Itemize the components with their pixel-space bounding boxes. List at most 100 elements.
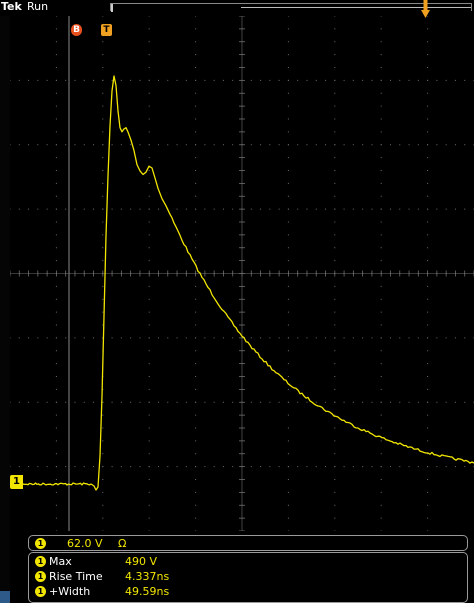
grid-dot [130,208,132,210]
grid-dot [148,131,150,133]
grid-dot [213,208,215,210]
grid-dot [334,298,336,300]
grid-dot [464,208,466,210]
grid-dot [287,41,289,43]
grid-dot [195,479,197,480]
grid-dot [148,466,150,468]
grid-dot [55,479,57,480]
grid-dot [334,92,336,94]
grid-dot [55,234,57,236]
grid-dot [454,337,456,339]
grid-dot [102,401,104,403]
grid-dot [427,530,429,531]
grid-dot [334,504,336,506]
grid-dot [130,466,132,468]
grid-dot [287,427,289,429]
grid-dot [260,208,262,210]
grid-dot [380,504,382,506]
grid-dot [130,79,132,81]
grid-dot [139,144,141,146]
measurement-badge: 1 [35,556,46,567]
grid-dot [139,208,141,210]
grid-dot [55,92,57,94]
grid-dot [343,208,345,210]
grid-dot [28,401,30,403]
grid-dot [334,105,336,107]
grid-dot [55,440,57,442]
grid-dot [74,337,76,339]
grid-dot [417,466,419,468]
down-arrow-icon[interactable] [421,0,430,20]
grid-dot [362,79,364,81]
grid-dot [74,79,76,81]
grid-dot [195,504,197,506]
grid-dot [176,401,178,403]
grid-dot [195,466,197,468]
grid-dot [46,79,48,81]
grid-dot [130,144,132,146]
grid-dot [195,16,197,17]
grid-dot [204,208,206,210]
grid-dot [334,376,336,377]
grid-dot [297,401,299,403]
measurement-readout[interactable]: 1 Max 490 V 1 Rise Time 4.337ns 1 +Width… [28,552,468,603]
record-view-window [241,7,471,8]
grid-dot [195,131,197,133]
bus-marker[interactable]: B [71,24,82,36]
grid-dot [399,208,401,210]
grid-dot [46,401,48,403]
grid-dot [380,54,382,56]
grid-dot [380,285,382,287]
grid-dot [380,260,382,262]
grid-dot [371,208,373,210]
grid-dot [185,208,187,210]
grid-dot [148,311,150,313]
grid-dot [427,131,429,133]
grid-dot [287,414,289,416]
grid-dot [427,157,429,159]
grid-dot [343,337,345,339]
measurement-label: Max [49,555,72,568]
grid-dot [315,79,317,81]
waveform-graticule [10,16,474,531]
channel-readout[interactable]: 1 62.0 V Ω [28,535,468,551]
grid-dot [287,247,289,249]
grid-dot [195,311,197,313]
grid-dot [334,479,336,480]
grid-dot [148,67,150,68]
record-view-bar[interactable] [110,3,472,12]
grid-dot [102,234,104,236]
grid-dot [287,54,289,56]
grid-dot [380,247,382,249]
trigger-marker[interactable]: T [101,24,112,36]
grid-dot [148,105,150,107]
channel-ground-icon[interactable]: 1 [10,475,23,489]
grid-dot [83,466,85,468]
record-view-start [111,4,113,12]
grid-dot [334,363,336,365]
grid-dot [148,350,150,352]
grid-dot [287,350,289,352]
grid-dot [120,144,122,146]
grid-dot [37,79,39,81]
grid-dot [427,182,429,184]
grid-dot [325,337,327,339]
grid-dot [102,324,104,326]
menu-tab[interactable] [0,591,10,603]
grid-dot [148,453,150,455]
grid-dot [83,337,85,339]
grid-dot [28,466,30,468]
grid-dot [362,466,364,468]
grid-dot [287,28,289,30]
grid-dot [334,350,336,352]
grid-dot [389,401,391,403]
grid-dot [232,337,234,339]
grid-dot [445,79,447,81]
grid-dot [389,208,391,210]
grid-dot [287,363,289,365]
grid-dot [334,401,336,403]
grid-dot [352,337,354,339]
grid-dot [111,401,113,403]
grid-dot [213,337,215,339]
